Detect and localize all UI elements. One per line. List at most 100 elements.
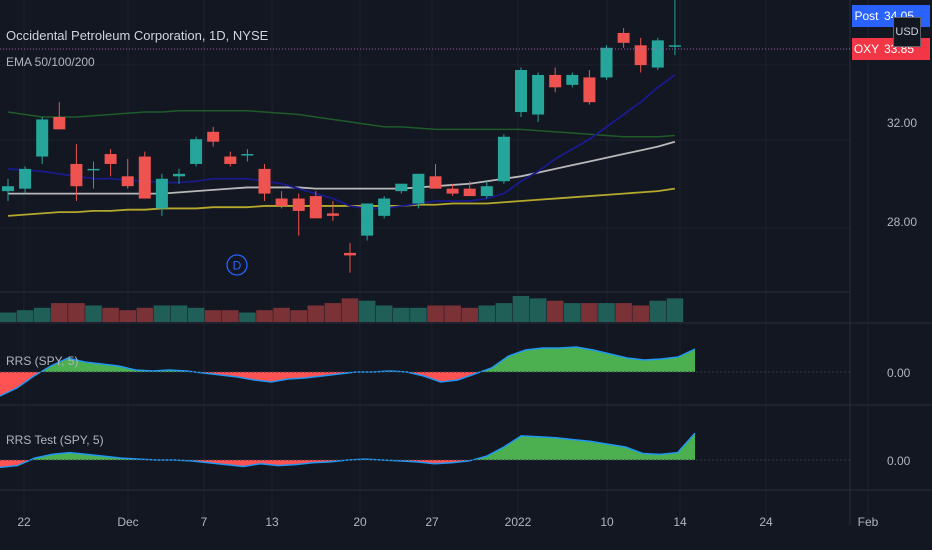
volume-bar [495,303,513,322]
volume-bar [615,303,632,322]
candle-body [292,198,305,211]
candle-body [600,47,613,78]
volume-bar [666,298,684,322]
symbol-label-tag: OXY [852,38,881,60]
candle-body [155,178,168,209]
volume-bar [256,310,273,322]
volume-bar [546,300,564,322]
volume-bar [170,305,188,322]
candle-body [309,196,322,219]
time-axis-tick: 22 [17,515,31,529]
candle-body [429,176,442,189]
volume-bar [136,307,154,322]
candle-body [497,136,510,182]
candle-body [395,183,408,192]
candle-body [36,119,49,157]
volume-bar [187,307,205,322]
candle-body [326,213,339,216]
volume-bar [581,303,598,322]
volume-bar [324,303,342,322]
candle-body [515,70,527,113]
volume-bar [478,305,496,322]
rrs-pane: 0.00 [0,346,911,397]
pane-separators [0,0,932,525]
grid [0,0,869,525]
volume-bar [33,307,51,322]
rrs-positive-area [0,347,695,372]
post-label-tag: Post [852,5,881,27]
candle-body [258,168,271,194]
time-axis-tick: 10 [600,515,614,529]
volume-bar [0,312,17,322]
candle-body [532,74,545,115]
volume-bar [410,307,427,322]
rrs-axis-label: 0.00 [887,366,911,380]
volume-bar [102,307,119,322]
time-axis-tick: Feb [858,515,879,529]
candle-body [463,188,476,197]
candle-body [480,186,493,197]
ema-200-line [7,187,676,217]
axes: 32.00 28.00 22 Dec 7 13 20 27 2022 10 14 24 Feb [17,116,917,529]
volume-bar [51,303,68,322]
ema-100-line [8,140,676,195]
volume-bar [393,307,410,322]
candle-body [668,45,681,47]
volume-bar [204,310,222,322]
volume-bars [0,296,684,322]
candle-body [378,198,391,216]
candle-body [566,74,579,85]
candle-body [583,77,596,103]
candle-body [87,168,100,171]
candle-body [138,156,151,199]
ema-50-line [7,74,676,210]
volume-bar [341,298,359,322]
candle-body [275,198,288,206]
candle-body [104,154,117,164]
rrs-test-positive-area [0,433,695,460]
volume-bar [16,310,34,322]
price-axis-tick: 32.00 [887,116,917,130]
ema-indicator-label[interactable]: EMA 50/100/200 [6,55,95,69]
candle-body [2,186,14,192]
volume-bar [461,307,478,322]
candle-body [412,173,425,204]
volume-bar [119,310,136,322]
candle-body [617,32,630,43]
rrs-test-pane: 0.00 [0,432,911,469]
rrs-test-axis-label: 0.00 [887,454,911,468]
candle-body [70,163,83,187]
time-axis-tick: 24 [759,515,773,529]
volume-bar [512,296,530,322]
candle-body [241,154,254,156]
volume-bar [307,305,325,322]
volume-bar [85,305,102,322]
candle-body [549,74,562,88]
time-axis-tick: 14 [673,515,687,529]
volume-bar [222,310,239,322]
time-axis-tick: 7 [201,515,208,529]
volume-bar [444,305,461,322]
currency-button[interactable]: USD [893,17,921,47]
candle-body [361,203,374,236]
rrs-pane-label[interactable]: RRS (SPY, 5) [6,354,79,368]
ema-lines [7,74,676,217]
time-axis-tick: 2022 [505,515,532,529]
time-axis-tick: 27 [425,515,439,529]
volume-bar [427,305,444,322]
rrs-test-pane-label[interactable]: RRS Test (SPY, 5) [6,433,104,447]
candle-body [19,168,32,189]
chart-title: Occidental Petroleum Corporation, 1D, NY… [6,28,269,43]
candle-body [207,131,220,142]
dividend-marker[interactable]: D [226,254,248,276]
volume-bar [68,303,85,322]
price-axis-tick: 28.00 [887,215,917,229]
candle-body [446,188,459,194]
candle-body [121,176,134,187]
volume-bar [529,298,547,322]
candle-body [53,116,66,130]
candle-body [651,40,664,68]
candles [2,0,681,273]
time-axis-tick: 13 [265,515,279,529]
